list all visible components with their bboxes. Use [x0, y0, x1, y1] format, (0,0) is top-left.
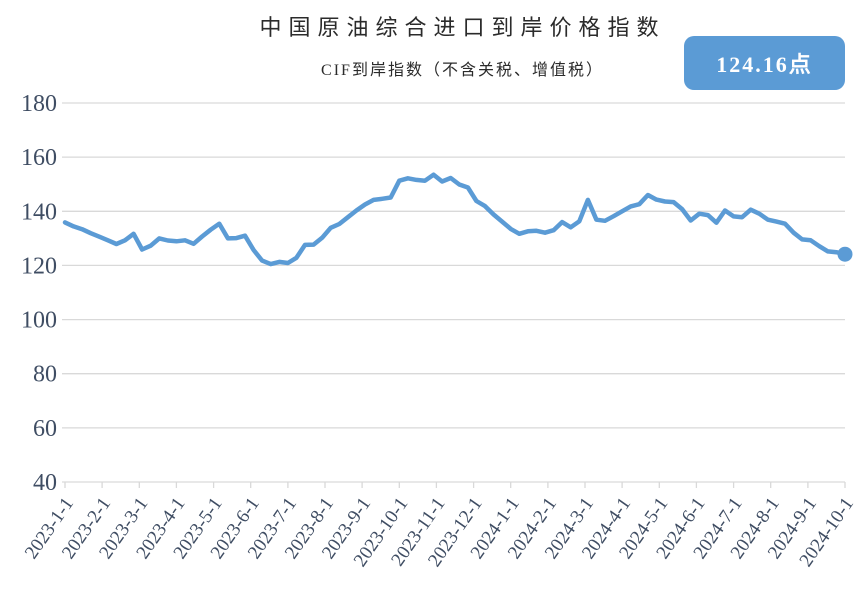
y-axis-label: 160 — [21, 145, 57, 171]
x-axis-labels: 2023-1-12023-2-12023-3-12023-4-12023-5-1… — [21, 494, 858, 571]
latest-value-badge: 124.16点 — [684, 36, 845, 90]
y-axis-label: 140 — [21, 199, 57, 225]
y-axis-label: 80 — [33, 362, 57, 388]
price-line — [62, 172, 848, 267]
end-point-marker — [837, 246, 853, 262]
y-axis-label: 60 — [33, 416, 57, 442]
y-axis-label: 180 — [21, 91, 57, 117]
y-axis-labels: 40 60 80 100 120 140 160 180 — [21, 91, 57, 496]
y-axis-label: 120 — [21, 253, 57, 279]
y-gridlines — [62, 102, 845, 483]
y-axis-label: 40 — [33, 470, 57, 496]
x-axis-ticks — [64, 482, 846, 488]
y-axis-label: 100 — [21, 308, 57, 334]
